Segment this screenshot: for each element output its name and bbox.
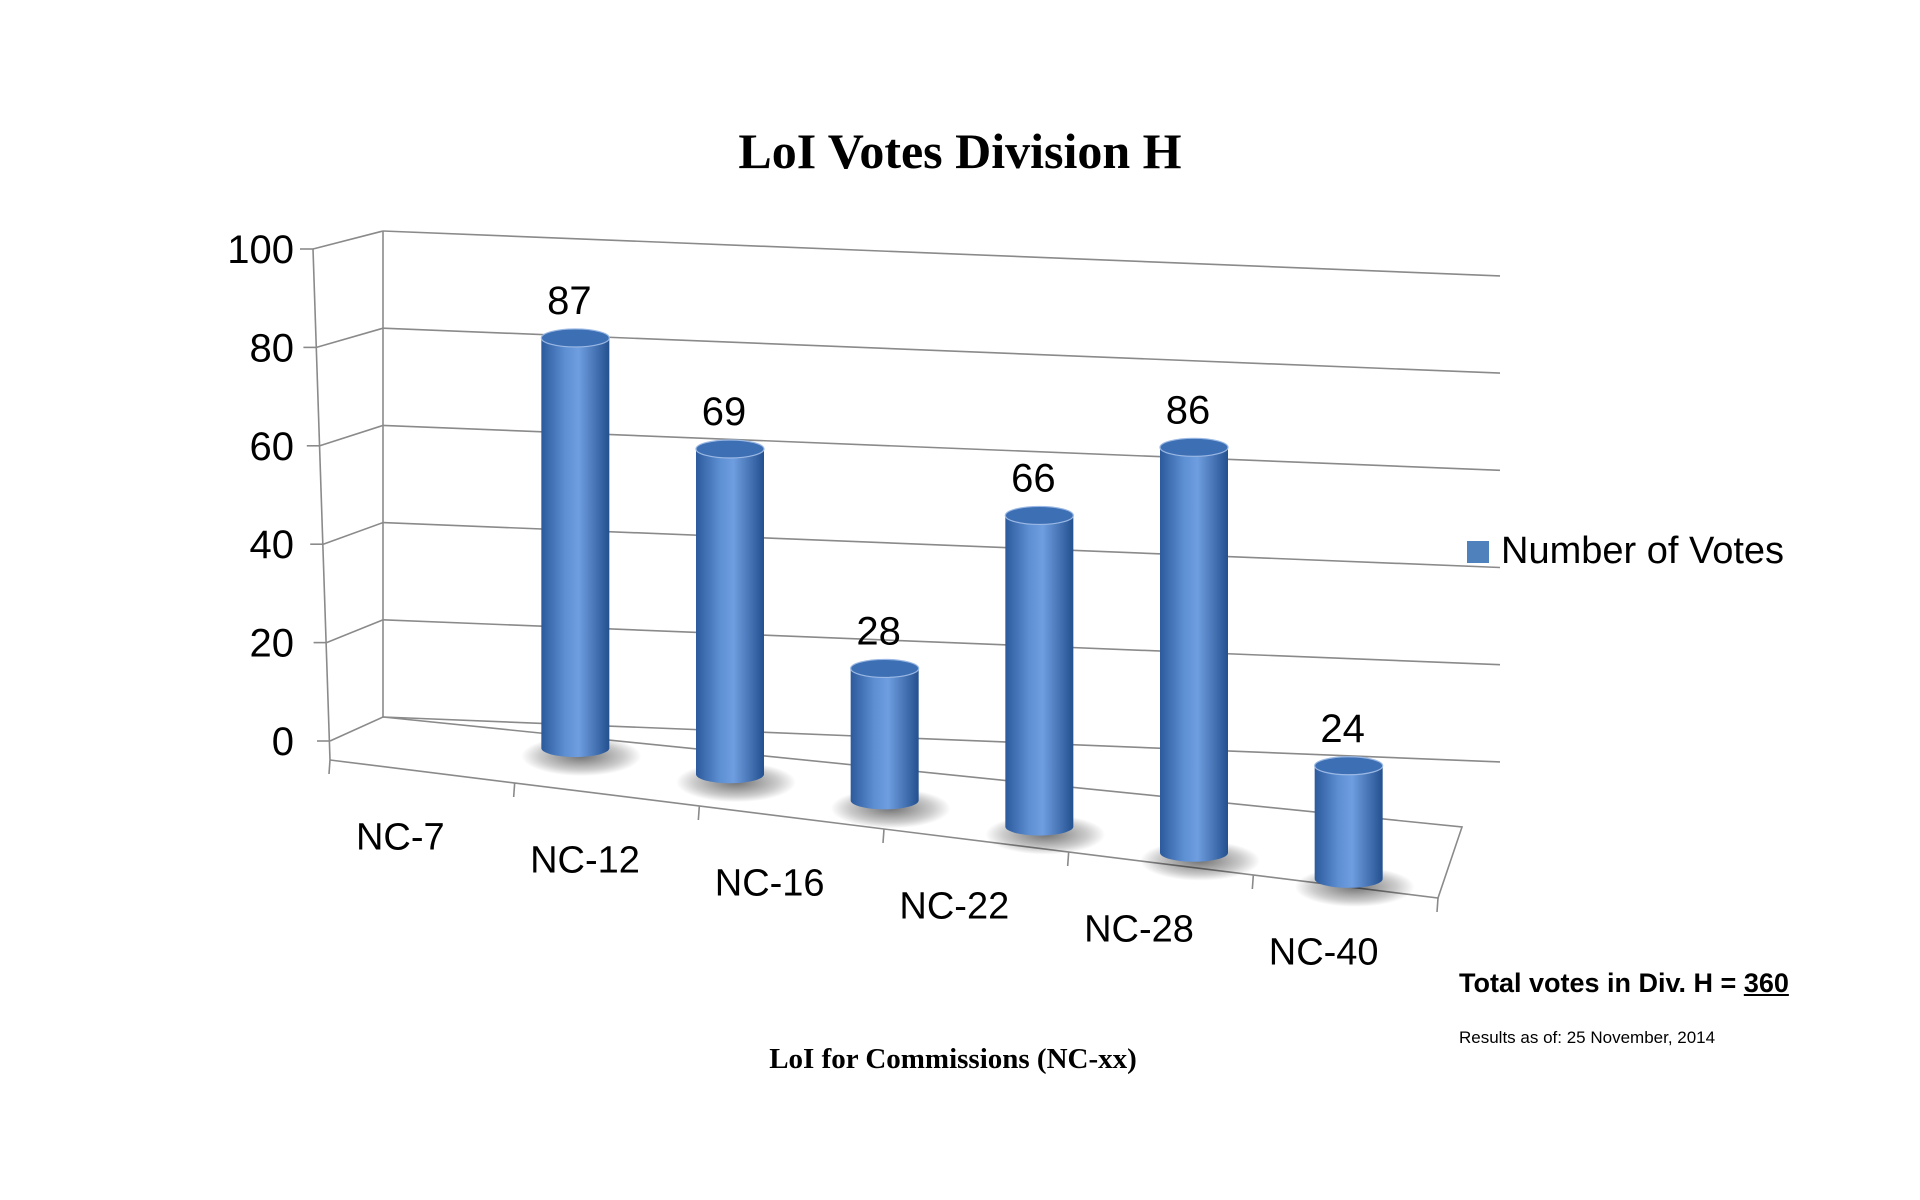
x-tick-label: NC-16	[715, 863, 825, 905]
y-tick-label: 0	[272, 720, 294, 764]
bar	[521, 328, 642, 777]
data-label: 69	[702, 390, 747, 434]
bar-top	[1314, 756, 1384, 776]
bar	[1140, 437, 1260, 881]
x-tick-mark	[882, 828, 885, 844]
x-tick-mark	[512, 782, 516, 798]
x-tick-mark	[1251, 874, 1255, 890]
bar	[1294, 756, 1415, 907]
legend-swatch	[1467, 541, 1489, 563]
y-axis-tick-labels: 0 20 40 60 80 100	[227, 228, 294, 764]
gridline-side	[316, 327, 384, 349]
y-tick-label: 40	[250, 523, 295, 567]
x-tick-mark	[697, 805, 701, 821]
chart-title: LoI Votes Division H	[738, 123, 1181, 179]
x-tick-label: NC-28	[1084, 909, 1194, 951]
bar-body	[850, 668, 919, 810]
x-tick-mark	[1436, 897, 1439, 913]
x-tick-mark	[1066, 851, 1070, 867]
gridline-side	[312, 230, 384, 250]
results-date: Results as of: 25 November, 2014	[1459, 1028, 1716, 1047]
bar-top	[1159, 437, 1229, 457]
bar-top	[850, 658, 920, 679]
gridline-side	[329, 716, 384, 742]
data-label: 86	[1166, 388, 1211, 432]
bar-top	[1004, 505, 1074, 526]
bar-top	[695, 439, 765, 459]
y-tick-label: 80	[250, 326, 295, 370]
data-label: 66	[1011, 456, 1056, 500]
x-axis-title: LoI for Commissions (NC-xx)	[769, 1043, 1137, 1075]
y-axis-line	[312, 248, 331, 761]
y-tick-label: 20	[250, 622, 295, 666]
y-tick-label: 60	[250, 425, 295, 469]
total-votes-note: Total votes in Div. H = 360	[1459, 968, 1789, 999]
legend-label: Number of Votes	[1501, 530, 1784, 572]
x-tick-mark	[328, 759, 331, 775]
total-votes-value: 360	[1743, 968, 1789, 998]
legend: Number of Votes	[1467, 530, 1784, 572]
gridline	[382, 230, 1501, 277]
bars: 87 69 28 66 86 24	[521, 279, 1415, 907]
gridline-side	[326, 619, 384, 644]
data-label: 24	[1320, 707, 1365, 751]
bar-body	[696, 448, 764, 784]
bar-body	[1160, 447, 1228, 862]
x-tick-label: NC-22	[899, 886, 1009, 928]
x-tick-label: NC-12	[530, 840, 640, 882]
bar-top	[540, 328, 610, 348]
bar	[830, 658, 951, 829]
bar-body	[1005, 515, 1074, 836]
x-axis-tick-labels: NC-7 NC-12 NC-16 NC-22 NC-28 NC-40	[356, 817, 1379, 974]
data-label: 87	[547, 279, 592, 323]
bar-body	[541, 337, 610, 758]
gridline-side	[319, 424, 384, 447]
x-tick-label: NC-7	[356, 817, 445, 859]
gridline-side	[322, 521, 384, 545]
bar	[676, 439, 796, 803]
total-votes-label: Total votes in Div. H =	[1459, 968, 1744, 998]
bar	[985, 505, 1106, 855]
x-tick-label: NC-40	[1269, 932, 1379, 974]
y-tick-label: 100	[227, 228, 294, 272]
bar-body	[1314, 765, 1383, 888]
data-label: 28	[856, 609, 901, 653]
